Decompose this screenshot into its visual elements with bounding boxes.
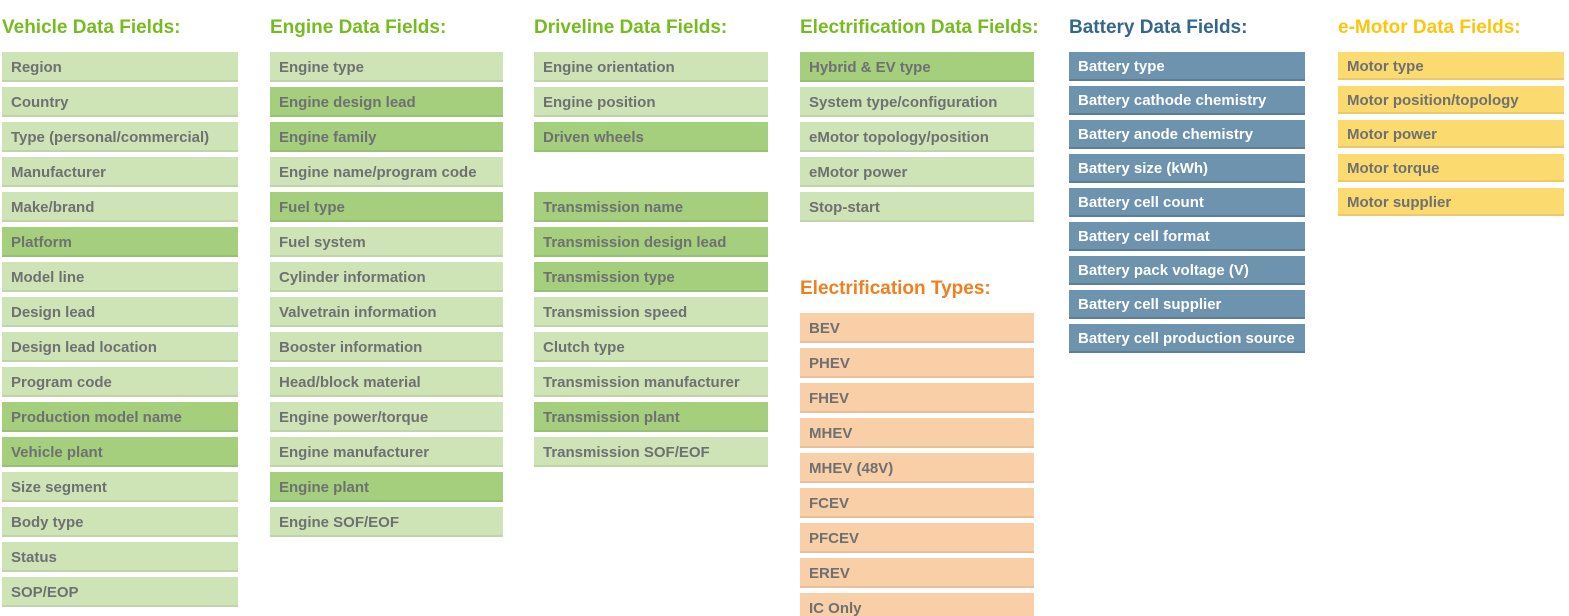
column-gap xyxy=(534,157,768,187)
electrification-fields-title: Electrification Data Fields: xyxy=(800,17,1039,38)
emotor-fields-title: e-Motor Data Fields: xyxy=(1338,17,1521,38)
field-item: EREV xyxy=(800,558,1034,588)
field-item: Status xyxy=(2,542,238,572)
column-engine: Engine Data Fields: Engine type Engine de… xyxy=(270,0,503,542)
field-item: Engine SOF/EOF xyxy=(270,507,503,537)
field-item: Battery pack voltage (V) xyxy=(1069,256,1305,285)
field-item: Body type xyxy=(2,507,238,537)
column-driveline: Driveline Data Fields: Engine orientatio… xyxy=(534,0,768,472)
driveline-fields-list: Engine orientation Engine position Driven … xyxy=(534,52,768,467)
field-item: Size segment xyxy=(2,472,238,502)
field-item: Fuel type xyxy=(270,192,503,222)
field-item: Transmission plant xyxy=(534,402,768,432)
field-item: Driven wheels xyxy=(534,122,768,152)
field-item: Motor power xyxy=(1338,120,1564,148)
field-item: IC Only xyxy=(800,593,1034,616)
field-item: BEV xyxy=(800,313,1034,343)
field-item: Battery cell supplier xyxy=(1069,290,1305,319)
emotor-fields-list: Motor type Motor position/topology Motor p… xyxy=(1338,52,1564,216)
section-battery-fields: Battery Data Fields: Battery type Battery… xyxy=(1069,0,1305,353)
field-item: Battery cathode chemistry xyxy=(1069,86,1305,115)
field-item: Motor supplier xyxy=(1338,188,1564,216)
field-item: Motor type xyxy=(1338,52,1564,80)
field-item: SOP/EOP xyxy=(2,577,238,607)
electrification-types-title: Electrification Types: xyxy=(800,278,991,299)
field-item: Clutch type xyxy=(534,332,768,362)
field-item: Region xyxy=(2,52,238,82)
section-electrification-types: Electrification Types: BEV PHEV FHEV MHEV MH… xyxy=(800,261,1034,616)
field-item: Make/brand xyxy=(2,192,238,222)
field-item: Engine manufacturer xyxy=(270,437,503,467)
field-item: Stop-start xyxy=(800,192,1034,222)
vehicle-fields-title: Vehicle Data Fields: xyxy=(2,17,181,38)
field-item: Booster information xyxy=(270,332,503,362)
field-item: PHEV xyxy=(800,348,1034,378)
column-battery: Battery Data Fields: Battery type Battery… xyxy=(1069,0,1305,358)
section-driveline-fields: Driveline Data Fields: Engine orientatio… xyxy=(534,0,768,467)
field-item: FCEV xyxy=(800,488,1034,518)
column-electrification: Electrification Data Fields: Hybrid & EV… xyxy=(800,0,1039,616)
field-item: Cylinder information xyxy=(270,262,503,292)
field-item: Head/block material xyxy=(270,367,503,397)
field-item: Battery cell format xyxy=(1069,222,1305,251)
field-item: Battery anode chemistry xyxy=(1069,120,1305,149)
section-emotor-fields: e-Motor Data Fields: Motor type Motor pos… xyxy=(1338,0,1564,216)
field-item: Battery cell count xyxy=(1069,188,1305,217)
field-item: Transmission type xyxy=(534,262,768,292)
vehicle-fields-list: Region Country Type (personal/commercial) M… xyxy=(2,52,238,607)
field-item: Valvetrain information xyxy=(270,297,503,327)
electrification-types-list: BEV PHEV FHEV MHEV MHEV (48V) FCEV PFCEV EREV IC… xyxy=(800,313,1034,616)
battery-fields-title: Battery Data Fields: xyxy=(1069,17,1248,38)
column-vehicle: Vehicle Data Fields: Region Country Type (… xyxy=(2,0,238,612)
field-item: Design lead location xyxy=(2,332,238,362)
field-item: Battery type xyxy=(1069,52,1305,81)
field-item: PFCEV xyxy=(800,523,1034,553)
field-item: Program code xyxy=(2,367,238,397)
field-item: Model line xyxy=(2,262,238,292)
field-item: Fuel system xyxy=(270,227,503,257)
field-item: Engine position xyxy=(534,87,768,117)
field-item: eMotor power xyxy=(800,157,1034,187)
column-emotor: e-Motor Data Fields: Motor type Motor pos… xyxy=(1338,0,1564,222)
driveline-fields-title: Driveline Data Fields: xyxy=(534,17,728,38)
section-vehicle-fields: Vehicle Data Fields: Region Country Type (… xyxy=(2,0,238,607)
field-item: Battery size (kWh) xyxy=(1069,154,1305,183)
field-item: Design lead xyxy=(2,297,238,327)
field-item: Transmission manufacturer xyxy=(534,367,768,397)
field-item: Engine name/program code xyxy=(270,157,503,187)
field-item: MHEV xyxy=(800,418,1034,448)
field-item: System type/configuration xyxy=(800,87,1034,117)
field-item: Transmission speed xyxy=(534,297,768,327)
field-item: Engine family xyxy=(270,122,503,152)
field-item: Type (personal/commercial) xyxy=(2,122,238,152)
field-item: Transmission name xyxy=(534,192,768,222)
field-item: Engine design lead xyxy=(270,87,503,117)
engine-fields-title: Engine Data Fields: xyxy=(270,17,447,38)
field-item: Engine orientation xyxy=(534,52,768,82)
battery-fields-list: Battery type Battery cathode chemistry Bat… xyxy=(1069,52,1305,353)
field-item: FHEV xyxy=(800,383,1034,413)
field-item: Engine type xyxy=(270,52,503,82)
field-item: Engine plant xyxy=(270,472,503,502)
field-item: Vehicle plant xyxy=(2,437,238,467)
field-item: Motor position/topology xyxy=(1338,86,1564,114)
electrification-fields-list: Hybrid & EV type System type/configuratio… xyxy=(800,52,1034,222)
field-item: Country xyxy=(2,87,238,117)
field-item: MHEV (48V) xyxy=(800,453,1034,483)
engine-fields-list: Engine type Engine design lead Engine fami… xyxy=(270,52,503,537)
field-item: Transmission SOF/EOF xyxy=(534,437,768,467)
section-electrification-fields: Electrification Data Fields: Hybrid & EV… xyxy=(800,0,1039,222)
field-item: Motor torque xyxy=(1338,154,1564,182)
field-item: Engine power/torque xyxy=(270,402,503,432)
field-item: Platform xyxy=(2,227,238,257)
field-item: Transmission design lead xyxy=(534,227,768,257)
field-item: Manufacturer xyxy=(2,157,238,187)
field-item: eMotor topology/position xyxy=(800,122,1034,152)
section-engine-fields: Engine Data Fields: Engine type Engine de… xyxy=(270,0,503,537)
field-item: Production model name xyxy=(2,402,238,432)
field-item: Hybrid & EV type xyxy=(800,52,1034,82)
field-item: Battery cell production source xyxy=(1069,324,1305,353)
